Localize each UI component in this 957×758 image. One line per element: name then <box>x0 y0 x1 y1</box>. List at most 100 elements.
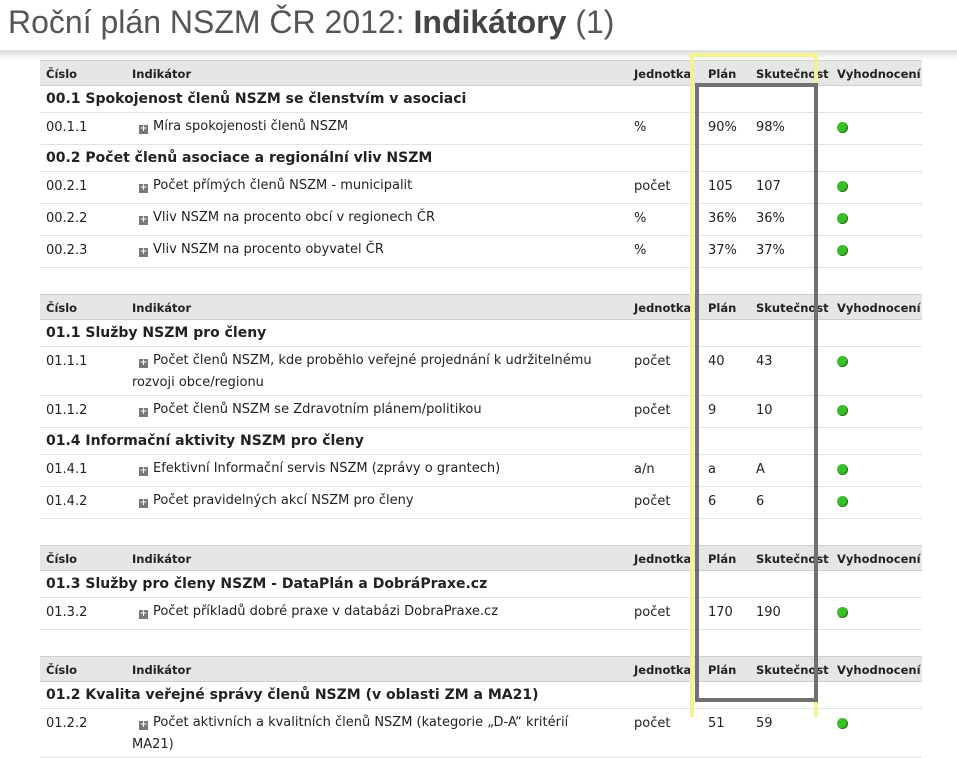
table-row: 01.1.2 + Počet členů NSZM se Zdravotním pl… <box>40 396 922 428</box>
table-row: 01.1.1 + Počet členů NSZM, kde proběhlo ve… <box>40 347 922 396</box>
unit-value: % <box>634 120 647 135</box>
indicator-name: Počet aktivních a kvalitních členů NSZM … <box>132 715 569 752</box>
expand-plus-icon[interactable]: + <box>139 720 148 730</box>
group-title: 01.1 Služby NSZM pro členy <box>40 320 922 347</box>
unit-value: % <box>634 211 647 226</box>
indicator-name: Počet členů NSZM se Zdravotním plánem/po… <box>153 402 482 417</box>
actual-value: 10 <box>756 403 773 418</box>
header-plan: Plán <box>708 67 737 81</box>
indicator-cell: + Vliv NSZM na procento obcí v regionech … <box>132 207 612 229</box>
header-evaluation: Vyhodnocení <box>837 663 921 677</box>
group-title: 01.3 Služby pro členy NSZM - DataPlán a … <box>40 571 922 598</box>
table-row: 00.1.1 + Míra spokojenosti členů NSZM% 90% 9… <box>40 113 922 145</box>
table-spacer <box>40 519 922 545</box>
unit-value: počet <box>634 354 671 369</box>
actual-value: 36% <box>756 211 785 226</box>
header-actual: Skutečnost <box>756 552 829 566</box>
plan-value: 90% <box>708 120 737 135</box>
table-row: 01.3.2 + Počet příkladů dobré praxe v data… <box>40 598 922 630</box>
evaluation-dot-icon <box>837 356 848 367</box>
indicator-cell: + Míra spokojenosti členů NSZM <box>132 116 612 138</box>
unit-value: počet <box>634 605 671 620</box>
header-evaluation: Vyhodnocení <box>837 67 921 81</box>
header-actual: Skutečnost <box>756 67 829 81</box>
expand-plus-icon[interactable]: + <box>139 358 148 368</box>
plan-value: 105 <box>708 179 733 194</box>
group-title: 01.2 Kvalita veřejné správy členů NSZM (… <box>40 682 922 709</box>
group-title-text: 01.1 Služby NSZM pro členy <box>46 325 267 341</box>
actual-value: 59 <box>756 716 773 731</box>
expand-plus-icon[interactable]: + <box>139 215 148 225</box>
unit-value: počet <box>634 494 671 509</box>
indicator-name: Počet příkladů dobré praxe v databázi Do… <box>153 604 499 619</box>
plan-value: 170 <box>708 605 733 620</box>
expand-plus-icon[interactable]: + <box>139 247 148 257</box>
plan-value: 9 <box>708 403 717 418</box>
actual-value: 107 <box>756 179 781 194</box>
group-title: 00.1 Spokojenost členů NSZM se členstvím… <box>40 86 922 113</box>
expand-plus-icon[interactable]: + <box>139 466 148 476</box>
indicator-name: Počet přímých členů NSZM - municipalit <box>153 178 413 193</box>
evaluation-dot-icon <box>837 405 848 416</box>
evaluation-dot-icon <box>837 245 848 256</box>
group-title-text: 01.2 Kvalita veřejné správy členů NSZM (… <box>46 687 539 703</box>
header-indicator: Indikátor <box>132 67 192 81</box>
indicator-name: Vliv NSZM na procento obcí v regionech Č… <box>153 210 436 225</box>
indicator-cell: + Počet pravidelných akcí NSZM pro členy <box>132 490 612 512</box>
table-row: 01.4.2 + Počet pravidelných akcí NSZM pro … <box>40 487 922 519</box>
indicator-cell: + Vliv NSZM na procento obyvatel ČR <box>132 239 612 261</box>
evaluation-dot-icon <box>837 122 848 133</box>
table-row: 01.4.1 + Efektivní Informační servis NSZM … <box>40 455 922 487</box>
indicator-cell: + Počet členů NSZM se Zdravotním plánem/p… <box>132 399 612 421</box>
unit-value: a/n <box>634 462 655 477</box>
table-row: 00.2.3 + Vliv NSZM na procento obyvatel ČR… <box>40 236 922 268</box>
expand-plus-icon[interactable]: + <box>139 407 148 417</box>
table-header: Číslo Indikátor Jednotka Plán Skutečnost Vyho… <box>40 60 922 86</box>
expand-plus-icon[interactable]: + <box>139 124 148 134</box>
indicators-table: Číslo Indikátor Jednotka Plán Skutečnost Vyho… <box>40 60 922 758</box>
evaluation-dot-icon <box>837 213 848 224</box>
table-spacer <box>40 630 922 656</box>
unit-value: počet <box>634 403 671 418</box>
indicator-cell: + Počet aktivních a kvalitních členů NSZM… <box>132 712 612 756</box>
unit-value: počet <box>634 716 671 731</box>
expand-plus-icon[interactable]: + <box>139 609 148 619</box>
group-title: 01.4 Informační aktivity NSZM pro členy <box>40 428 922 455</box>
table-header: Číslo Indikátor Jednotka Plán Skutečnost Vyho… <box>40 656 922 682</box>
indicator-number: 01.1.2 <box>46 403 88 418</box>
indicator-cell: + Počet členů NSZM, kde proběhlo veřejné … <box>132 350 612 394</box>
indicator-number: 01.4.1 <box>46 462 88 477</box>
page-title: Roční plán NSZM ČR 2012: Indikátory (1) <box>8 4 615 40</box>
plan-value: 6 <box>708 494 717 509</box>
actual-value: 37% <box>756 243 785 258</box>
indicator-number: 00.1.1 <box>46 120 88 135</box>
group-title-text: 00.1 Spokojenost členů NSZM se členstvím… <box>46 91 467 107</box>
title-divider <box>0 50 957 60</box>
expand-plus-icon[interactable]: + <box>139 183 148 193</box>
evaluation-dot-icon <box>837 718 848 729</box>
header-unit: Jednotka <box>634 67 692 81</box>
table-row: 01.2.2 + Počet aktivních a kvalitních člen… <box>40 709 922 758</box>
indicator-number: 00.2.2 <box>46 211 88 226</box>
plan-value: 40 <box>708 354 725 369</box>
evaluation-dot-icon <box>837 607 848 618</box>
indicator-number: 01.3.2 <box>46 605 88 620</box>
indicator-number: 01.4.2 <box>46 494 88 509</box>
indicator-number: 00.2.3 <box>46 243 88 258</box>
header-evaluation: Vyhodnocení <box>837 301 921 315</box>
unit-value: % <box>634 243 647 258</box>
header-number: Číslo <box>46 301 78 315</box>
header-plan: Plán <box>708 663 737 677</box>
header-indicator: Indikátor <box>132 301 192 315</box>
group-title: 00.2 Počet členů asociace a regionální v… <box>40 145 922 172</box>
header-evaluation: Vyhodnocení <box>837 552 921 566</box>
expand-plus-icon[interactable]: + <box>139 498 148 508</box>
plan-value: 51 <box>708 716 725 731</box>
table-header: Číslo Indikátor Jednotka Plán Skutečnost Vyho… <box>40 545 922 571</box>
table-row: 00.2.2 + Vliv NSZM na procento obcí v regi… <box>40 204 922 236</box>
indicator-number: 01.1.1 <box>46 354 88 369</box>
header-number: Číslo <box>46 67 78 81</box>
header-plan: Plán <box>708 552 737 566</box>
header-unit: Jednotka <box>634 301 692 315</box>
unit-value: počet <box>634 179 671 194</box>
